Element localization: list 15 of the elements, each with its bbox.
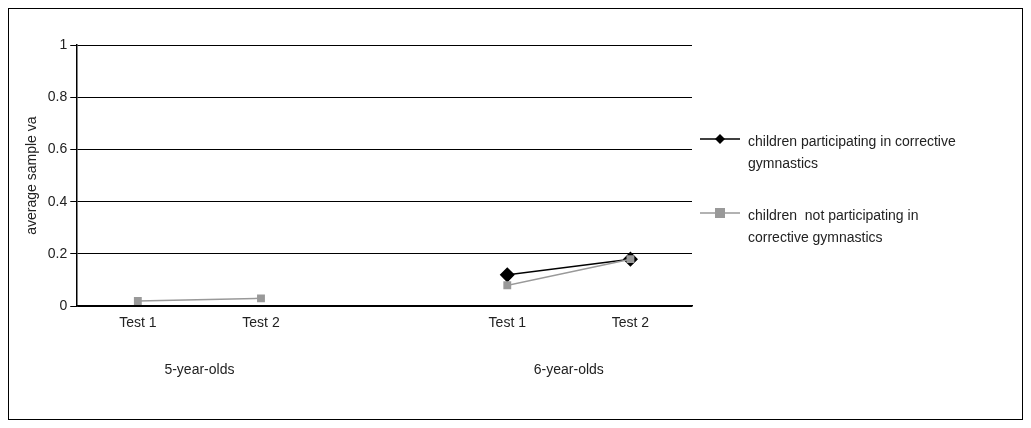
legend-label: children participating in corrective gymnastics <box>748 132 957 173</box>
text: 5-year-olds <box>164 361 235 378</box>
legend-label: children not participating in corrective gymnastics <box>748 206 920 247</box>
y-tick-label: 0.8 <box>47 88 68 105</box>
y-tick-label: 0 <box>59 297 68 314</box>
x-tick-label: Test 1 <box>488 314 527 331</box>
y-tick-label: 1 <box>59 35 68 52</box>
y-tick-label: 0.2 <box>47 244 68 261</box>
x-tick-label: Test 2 <box>611 314 650 331</box>
y-axis-title: average sample va <box>23 116 40 235</box>
y-tick-label: 0.4 <box>47 192 68 209</box>
x-tick-label: Test 2 <box>242 314 280 331</box>
y-tick-label: 0.6 <box>47 140 68 157</box>
x-tick-label: Test 1 <box>119 314 157 331</box>
text: 6-year-olds <box>533 361 604 378</box>
